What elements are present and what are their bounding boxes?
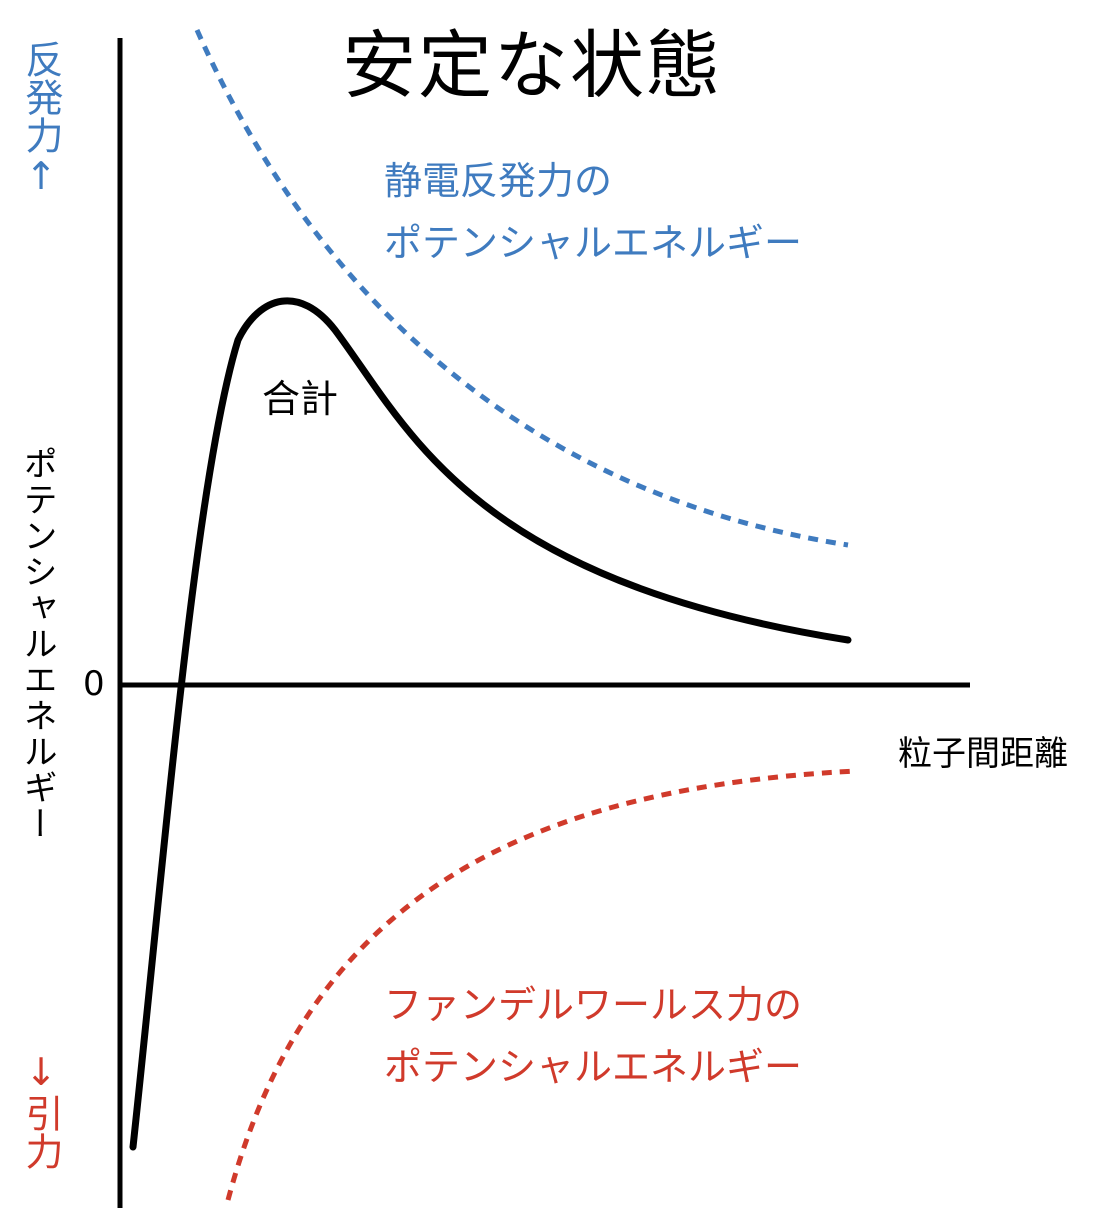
repulsion-label-line2: ポテンシャルエネルギー <box>384 221 803 265</box>
vdw-label-line2: ポテンシャルエネルギー <box>384 1045 803 1089</box>
diagram-title: 安定な状態 <box>342 23 722 109</box>
attraction-direction-label: ↓引力 <box>19 1050 63 1170</box>
vdw-label-line1: ファンデルワールス力の <box>384 983 803 1027</box>
zero-label: 0 <box>83 664 105 704</box>
repulsion-label-line1: 静電反発力の <box>384 159 613 203</box>
total-curve <box>129 297 852 1151</box>
repulsion-curve <box>194 28 849 548</box>
x-axis-label: 粒子間距離 <box>898 734 1068 774</box>
van-der-waals-curve <box>225 768 857 1201</box>
repulsion-direction-label: 反発力↑ <box>19 40 63 198</box>
repulsion-curve-label: 静電反発力の ポテンシャルエネルギー <box>384 150 802 274</box>
total-curve-label: 合計 <box>262 377 339 421</box>
van-der-waals-curve-label: ファンデルワールス力の ポテンシャルエネルギー <box>384 974 802 1098</box>
y-axis-label: ポテンシャルエネルギー <box>17 446 57 842</box>
